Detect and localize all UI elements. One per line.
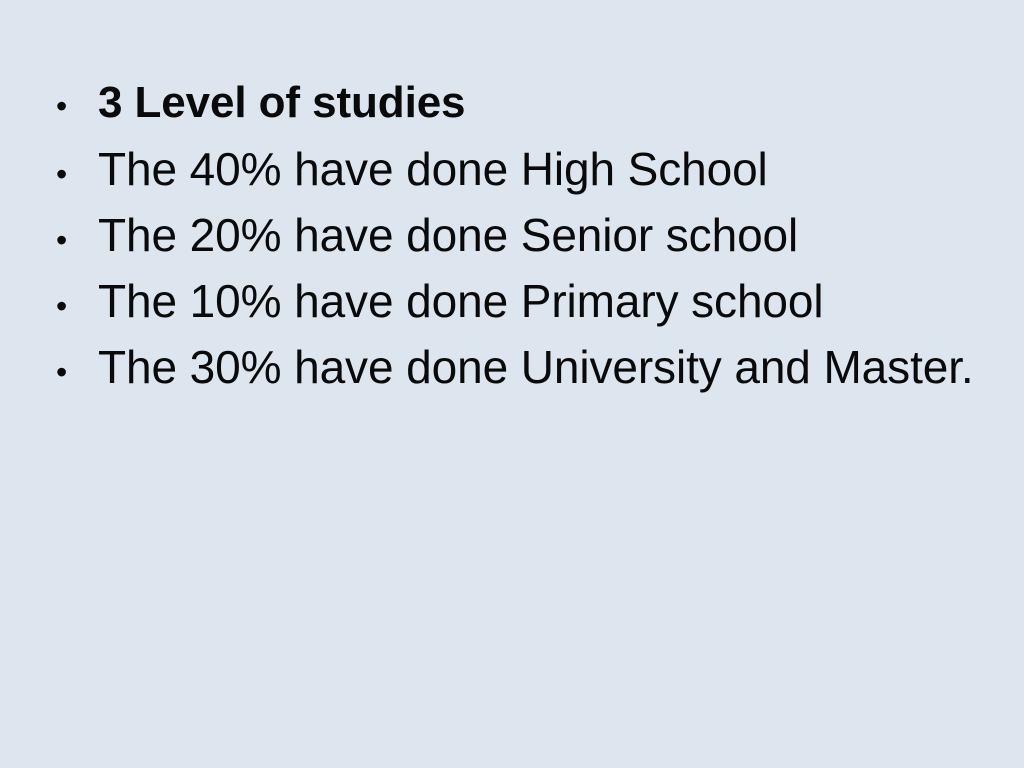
bullet-point-icon: • <box>56 222 68 258</box>
list-item: • 3 Level of studies <box>56 70 976 136</box>
bullet-point-icon: • <box>56 88 68 124</box>
list-item: • The 30% have done University and Maste… <box>56 334 976 400</box>
list-item: • The 10% have done Primary school <box>56 268 976 334</box>
list-item: • The 40% have done High School <box>56 136 976 202</box>
bullet-list: • 3 Level of studies • The 40% have done… <box>56 70 976 400</box>
list-item-text: The 10% have done Primary school <box>98 275 824 327</box>
bullet-point-icon: • <box>56 288 68 324</box>
bullet-point-icon: • <box>56 354 68 390</box>
list-item-text: The 20% have done Senior school <box>98 209 799 261</box>
bullet-point-icon: • <box>56 156 68 192</box>
list-item-text: The 30% have done University and Master. <box>98 341 974 393</box>
list-item-text: 3 Level of studies <box>98 78 466 127</box>
list-item: • The 20% have done Senior school <box>56 202 976 268</box>
list-item-text: The 40% have done High School <box>98 143 768 195</box>
